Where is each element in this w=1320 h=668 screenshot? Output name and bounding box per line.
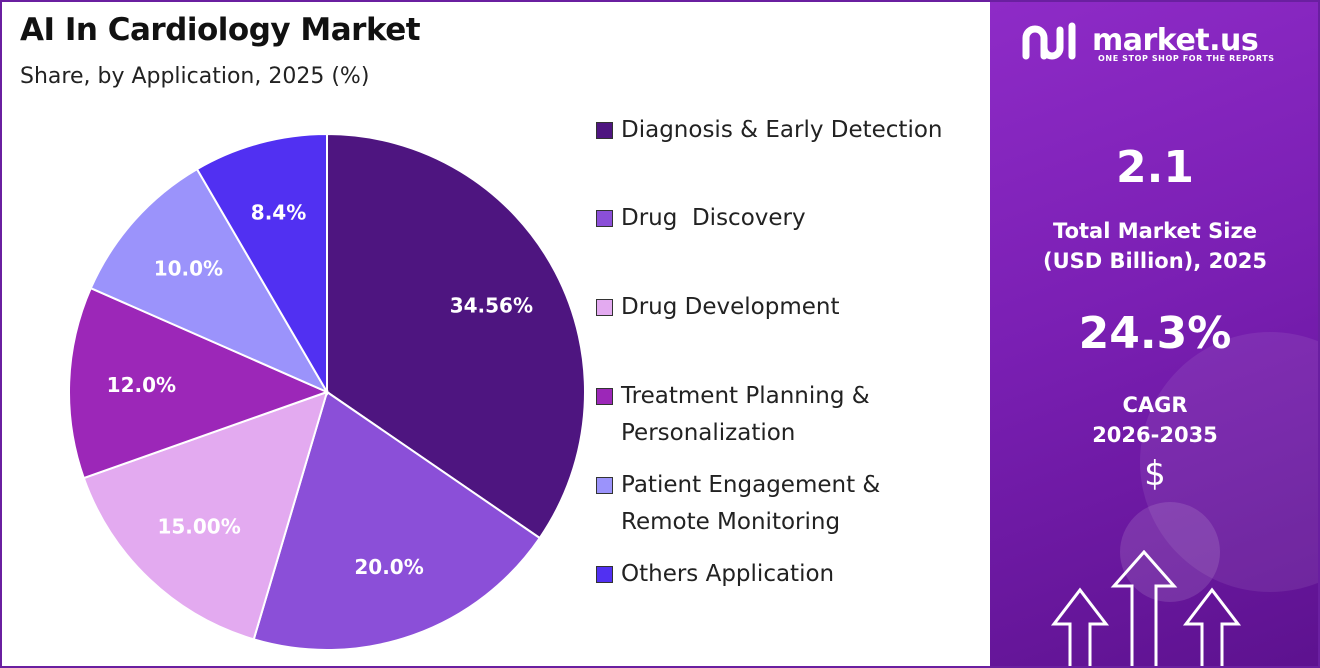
cagr-period: 2026-2035 [1092,423,1218,447]
legend-item-patient-engagement: Patient Engagement & Remote Monitoring [596,467,971,541]
legend-item-treatment-planning: Treatment Planning & Personalization [596,378,971,452]
slice-value-label: 15.00% [157,515,240,539]
legend-swatch [596,299,613,316]
legend-swatch [596,477,613,494]
brand-tagline: ONE STOP SHOP FOR THE REPORTS [1098,54,1275,63]
legend-item-drug-development: Drug Development [596,289,971,326]
growth-arrows-icon [1050,550,1242,666]
pie-slice-drug-discovery [252,390,542,651]
legend-label: Treatment Planning & Personalization [621,383,870,446]
legend-swatch [596,388,613,405]
market-size-label-line2: (USD Billion), 2025 [1042,249,1268,273]
slice-value-label: 10.0% [154,256,223,280]
legend-swatch [596,566,613,583]
dollar-icon: $ [1144,454,1166,494]
chart-subtitle: Share, by Application, 2025 (%) [20,64,370,89]
slice-value-label: 34.56% [450,293,533,317]
market-size-label-line1: Total Market Size [1053,219,1257,243]
cagr-value: 24.3% [1078,308,1232,359]
legend-swatch [596,122,613,139]
cagr-label: CAGR [1122,393,1188,417]
legend-label: Patient Engagement & Remote Monitoring [621,472,881,535]
legend-label: Diagnosis & Early Detection [621,117,943,143]
pie-chart: 34.56% 20.0% 15.00% 12.0% 10.0% 8.4% [68,132,586,651]
brand: market.us [1022,20,1259,60]
legend-item-diagnosis: Diagnosis & Early Detection [596,112,971,149]
market-size-value: 2.1 [1116,142,1194,193]
chart-title: AI In Cardiology Market [20,12,421,48]
legend-swatch [596,210,613,227]
legend-label: Drug Discovery [621,205,806,231]
legend-item-drug-discovery: Drug Discovery [596,200,971,237]
pie-slice-drug-development [82,390,329,641]
legend-label: Drug Development [621,294,840,320]
pie-slice-others [195,132,328,396]
pie-slice-treatment-planning [68,286,330,480]
legend-label: Others Application [621,561,835,587]
slice-value-label: 20.0% [354,555,423,579]
market-us-logo-icon [1022,22,1076,60]
pie-slice-diagnosis [326,132,586,540]
summary-sidebar: market.us ONE STOP SHOP FOR THE REPORTS … [990,2,1318,666]
slice-value-label: 12.0% [107,373,176,397]
pie-slice-patient-engagement [89,167,330,395]
legend-item-others: Others Application [596,556,971,593]
slice-value-label: 8.4% [251,201,306,225]
brand-name: market.us [1092,22,1259,58]
